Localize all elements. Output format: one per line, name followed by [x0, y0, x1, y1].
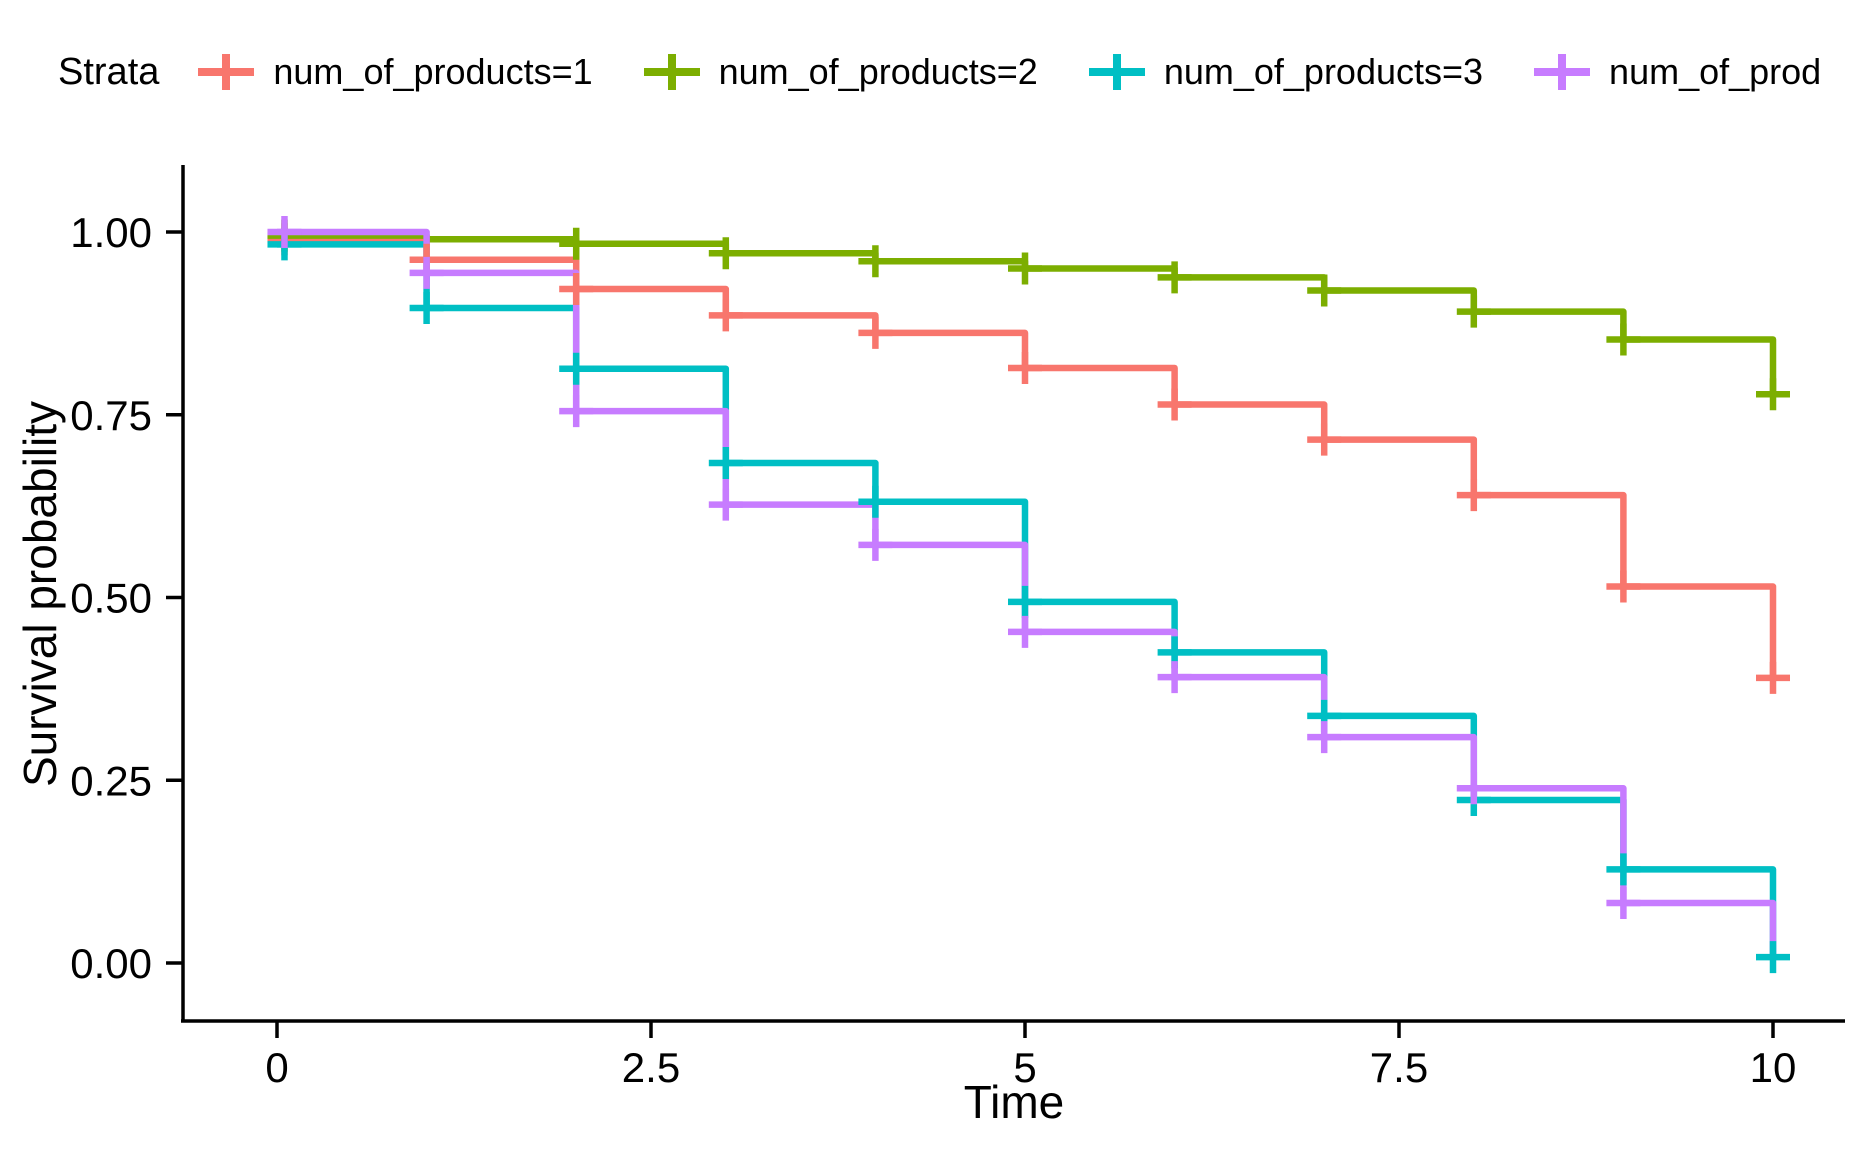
censor-mark [409, 256, 444, 289]
censor-mark [1008, 615, 1042, 648]
x-tick-label: 7.5 [1370, 1044, 1428, 1091]
x-tick-label: 5 [1013, 1044, 1036, 1091]
legend-entry-products-1: num_of_products=1 [195, 49, 593, 95]
legend-title: Strata [58, 50, 160, 93]
censor-mark [409, 292, 444, 325]
censor-mark [1307, 721, 1342, 754]
censor-mark [1157, 388, 1192, 421]
censor-marks-layer [267, 216, 1790, 974]
y-ticks-layer: 1.00 0.75 0.50 0.25 0.00 [70, 209, 183, 987]
censor-mark [559, 273, 594, 306]
censor-mark [559, 395, 594, 428]
legend-label: num_of_products=3 [1163, 51, 1484, 92]
censor-mark [1307, 423, 1342, 456]
censor-mark [1756, 941, 1790, 974]
censor-plus-icon [1534, 54, 1591, 90]
x-tick-label: 2.5 [622, 1044, 680, 1091]
censor-mark [1008, 252, 1042, 285]
censor-mark [1307, 274, 1342, 307]
censor-mark [708, 488, 743, 521]
y-tick-label: 0.50 [70, 575, 152, 622]
legend-entry-products-4: num_of_prod [1531, 49, 1821, 95]
censor-mark [559, 352, 594, 385]
censor-mark [858, 245, 893, 278]
censor-mark [1606, 853, 1641, 886]
censor-mark [858, 316, 893, 349]
censor-mark [1456, 295, 1491, 328]
legend-entry-products-2: num_of_products=2 [641, 49, 1038, 95]
censor-mark [1606, 887, 1641, 920]
censor-mark [708, 299, 743, 332]
censor-mark [1157, 661, 1192, 694]
censor-mark [1756, 661, 1790, 694]
censor-mark [1606, 323, 1641, 356]
x-tick-label: 0 [265, 1044, 288, 1091]
legend: Strata num_of_products=1 num_of_products… [58, 40, 1869, 104]
censor-plus-icon [1088, 54, 1145, 90]
censor-mark [267, 216, 302, 248]
censor-mark [1756, 378, 1790, 411]
legend-label: num_of_products=1 [273, 51, 593, 92]
censor-mark [1008, 351, 1042, 384]
censor-mark [708, 446, 743, 479]
y-tick-label: 1.00 [70, 209, 152, 256]
y-axis-title: Survival probability [14, 401, 66, 787]
censor-mark [858, 485, 893, 518]
x-axis-title: Time [964, 1076, 1065, 1128]
censor-mark [1456, 772, 1491, 805]
x-tick-label: 10 [1750, 1044, 1797, 1091]
x-ticks-layer: 0 2.5 5 7.5 10 [265, 1021, 1796, 1091]
y-tick-label: 0.25 [70, 757, 152, 804]
censor-plus-icon [643, 54, 700, 90]
censor-mark [1606, 570, 1641, 603]
legend-label: num_of_prod [1609, 51, 1822, 92]
censor-plus-icon [198, 54, 255, 90]
censor-mark [858, 528, 893, 561]
censor-mark [1008, 585, 1042, 618]
censor-mark [1157, 261, 1192, 294]
y-tick-label: 0.75 [70, 392, 152, 439]
y-tick-label: 0.00 [70, 940, 152, 987]
censor-mark [1456, 479, 1491, 512]
legend-label: num_of_products=2 [718, 51, 1038, 92]
legend-entry-products-3: num_of_products=3 [1086, 49, 1483, 95]
censor-mark [559, 227, 594, 260]
censor-mark [708, 237, 743, 270]
